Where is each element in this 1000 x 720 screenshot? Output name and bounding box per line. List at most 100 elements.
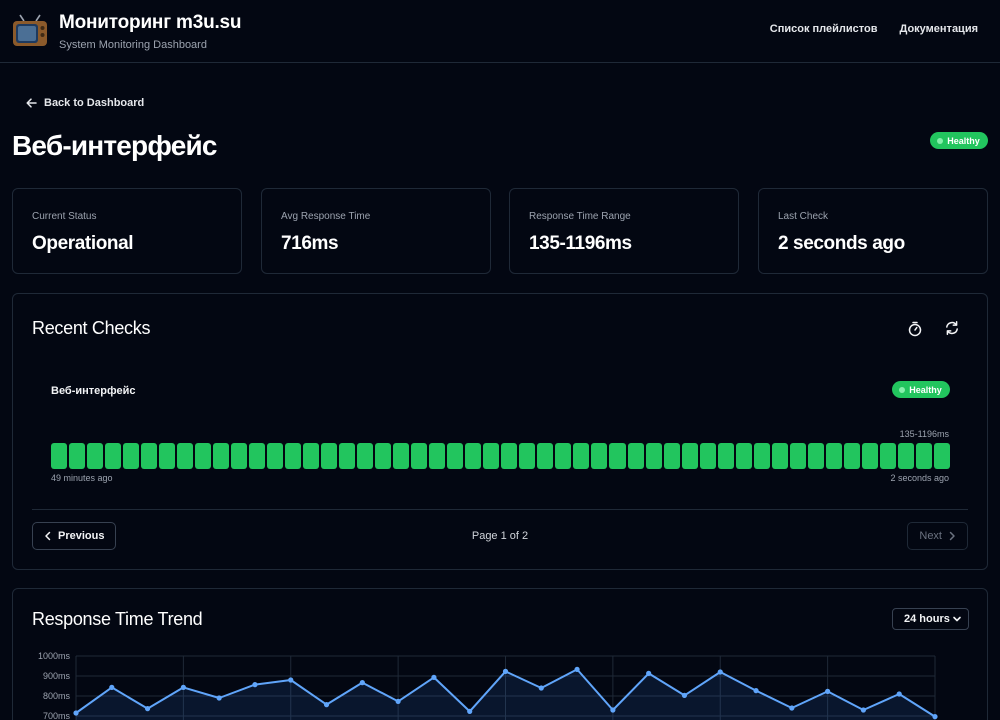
data-point: [109, 684, 115, 690]
data-point: [538, 685, 544, 691]
check-bar[interactable]: [375, 443, 392, 469]
check-bar[interactable]: [267, 443, 284, 469]
next-page-button[interactable]: Next: [907, 522, 968, 550]
chevron-left-icon: [45, 531, 51, 541]
check-bar[interactable]: [501, 443, 518, 469]
check-bar[interactable]: [825, 443, 842, 469]
data-point: [825, 688, 831, 694]
previous-page-button[interactable]: Previous: [32, 522, 117, 550]
refresh-icon[interactable]: [944, 320, 960, 336]
check-bar[interactable]: [483, 443, 500, 469]
check-bar[interactable]: [249, 443, 266, 469]
check-bar[interactable]: [177, 443, 194, 469]
timer-icon[interactable]: [907, 321, 923, 337]
app-subtitle: System Monitoring Dashboard: [59, 38, 207, 51]
data-point: [144, 706, 151, 712]
data-point: [467, 708, 473, 714]
check-bar[interactable]: [357, 443, 374, 469]
next-label: Next: [919, 530, 942, 542]
check-bar[interactable]: [285, 443, 302, 469]
check-bar[interactable]: [573, 443, 590, 469]
check-bar[interactable]: [717, 443, 734, 469]
check-bar[interactable]: [393, 443, 410, 469]
back-to-dashboard-link[interactable]: Back to Dashboard: [26, 97, 144, 109]
check-bar[interactable]: [537, 443, 554, 469]
data-point: [359, 680, 365, 686]
check-bar[interactable]: [627, 443, 644, 469]
check-bar[interactable]: [897, 443, 914, 469]
history-start-time: 49 minutes ago: [51, 473, 113, 483]
check-bar[interactable]: [69, 443, 86, 469]
chevron-right-icon: [949, 531, 955, 541]
check-bar[interactable]: [231, 443, 248, 469]
check-bar[interactable]: [465, 443, 482, 469]
check-bar[interactable]: [447, 443, 464, 469]
response-trend-chart: 1000ms 900ms 800ms 700ms: [38, 651, 938, 720]
brand: Мониторинг m3u.su System Monitoring Dash…: [59, 11, 242, 51]
data-point: [681, 692, 688, 698]
data-point: [932, 714, 938, 720]
check-bar[interactable]: [663, 443, 680, 469]
check-bar[interactable]: [645, 443, 662, 469]
data-point: [73, 710, 79, 716]
check-bar[interactable]: [321, 443, 338, 469]
status-dot-icon: [899, 386, 906, 393]
status-dot-icon: [937, 137, 944, 144]
check-bar[interactable]: [429, 443, 446, 469]
check-bar[interactable]: [735, 443, 752, 469]
check-bar[interactable]: [195, 443, 212, 469]
check-bar[interactable]: [555, 443, 572, 469]
check-bar[interactable]: [51, 443, 68, 469]
check-bar[interactable]: [213, 443, 230, 469]
check-bar[interactable]: [807, 443, 824, 469]
check-bar[interactable]: [159, 443, 176, 469]
check-bar[interactable]: [843, 443, 860, 469]
check-bar[interactable]: [411, 443, 428, 469]
check-bar[interactable]: [105, 443, 122, 469]
nav-link-playlists[interactable]: Список плейлистов: [769, 23, 878, 35]
check-bar[interactable]: [861, 443, 878, 469]
data-point: [395, 698, 401, 704]
top-nav: Список плейлистов Документация: [770, 23, 978, 35]
back-link-label: Back to Dashboard: [44, 97, 145, 109]
data-point: [252, 682, 258, 688]
data-point: [502, 668, 509, 674]
check-bar[interactable]: [339, 443, 356, 469]
stat-value: Operational: [32, 233, 134, 254]
stat-value: 716ms: [281, 233, 339, 254]
data-point: [896, 691, 902, 697]
check-bar[interactable]: [303, 443, 320, 469]
check-bar[interactable]: [681, 443, 698, 469]
time-range-select[interactable]: 24 hours: [892, 608, 969, 630]
check-bar[interactable]: [915, 443, 932, 469]
data-point: [646, 670, 652, 676]
check-bar[interactable]: [699, 443, 716, 469]
check-bar[interactable]: [933, 443, 950, 469]
check-bar[interactable]: [879, 443, 896, 469]
stat-card-response-range: Response Time Range 135-1196ms: [509, 188, 739, 274]
service-badge-label: Healthy: [909, 384, 942, 395]
check-bar[interactable]: [753, 443, 770, 469]
check-bar[interactable]: [609, 443, 626, 469]
check-bar[interactable]: [591, 443, 608, 469]
data-point: [323, 702, 330, 708]
status-badge: Healthy: [930, 132, 988, 149]
app-title: Мониторинг m3u.su: [59, 11, 242, 33]
check-bar[interactable]: [123, 443, 140, 469]
nav-link-docs[interactable]: Документация: [899, 23, 978, 35]
chevron-down-icon: [953, 616, 961, 622]
stat-label: Avg Response Time: [281, 211, 371, 222]
check-bar[interactable]: [789, 443, 806, 469]
stat-value: 135-1196ms: [529, 233, 632, 254]
check-bar[interactable]: [771, 443, 788, 469]
data-point: [789, 705, 795, 711]
data-point: [216, 695, 222, 701]
stat-card-current-status: Current Status Operational: [12, 188, 242, 274]
stat-label: Last Check: [778, 211, 829, 222]
previous-label: Previous: [58, 530, 105, 542]
arrow-left-icon: [26, 98, 37, 108]
check-bar[interactable]: [519, 443, 536, 469]
check-bar[interactable]: [141, 443, 158, 469]
y-tick-label: 700ms: [43, 711, 71, 720]
check-bar[interactable]: [87, 443, 104, 469]
